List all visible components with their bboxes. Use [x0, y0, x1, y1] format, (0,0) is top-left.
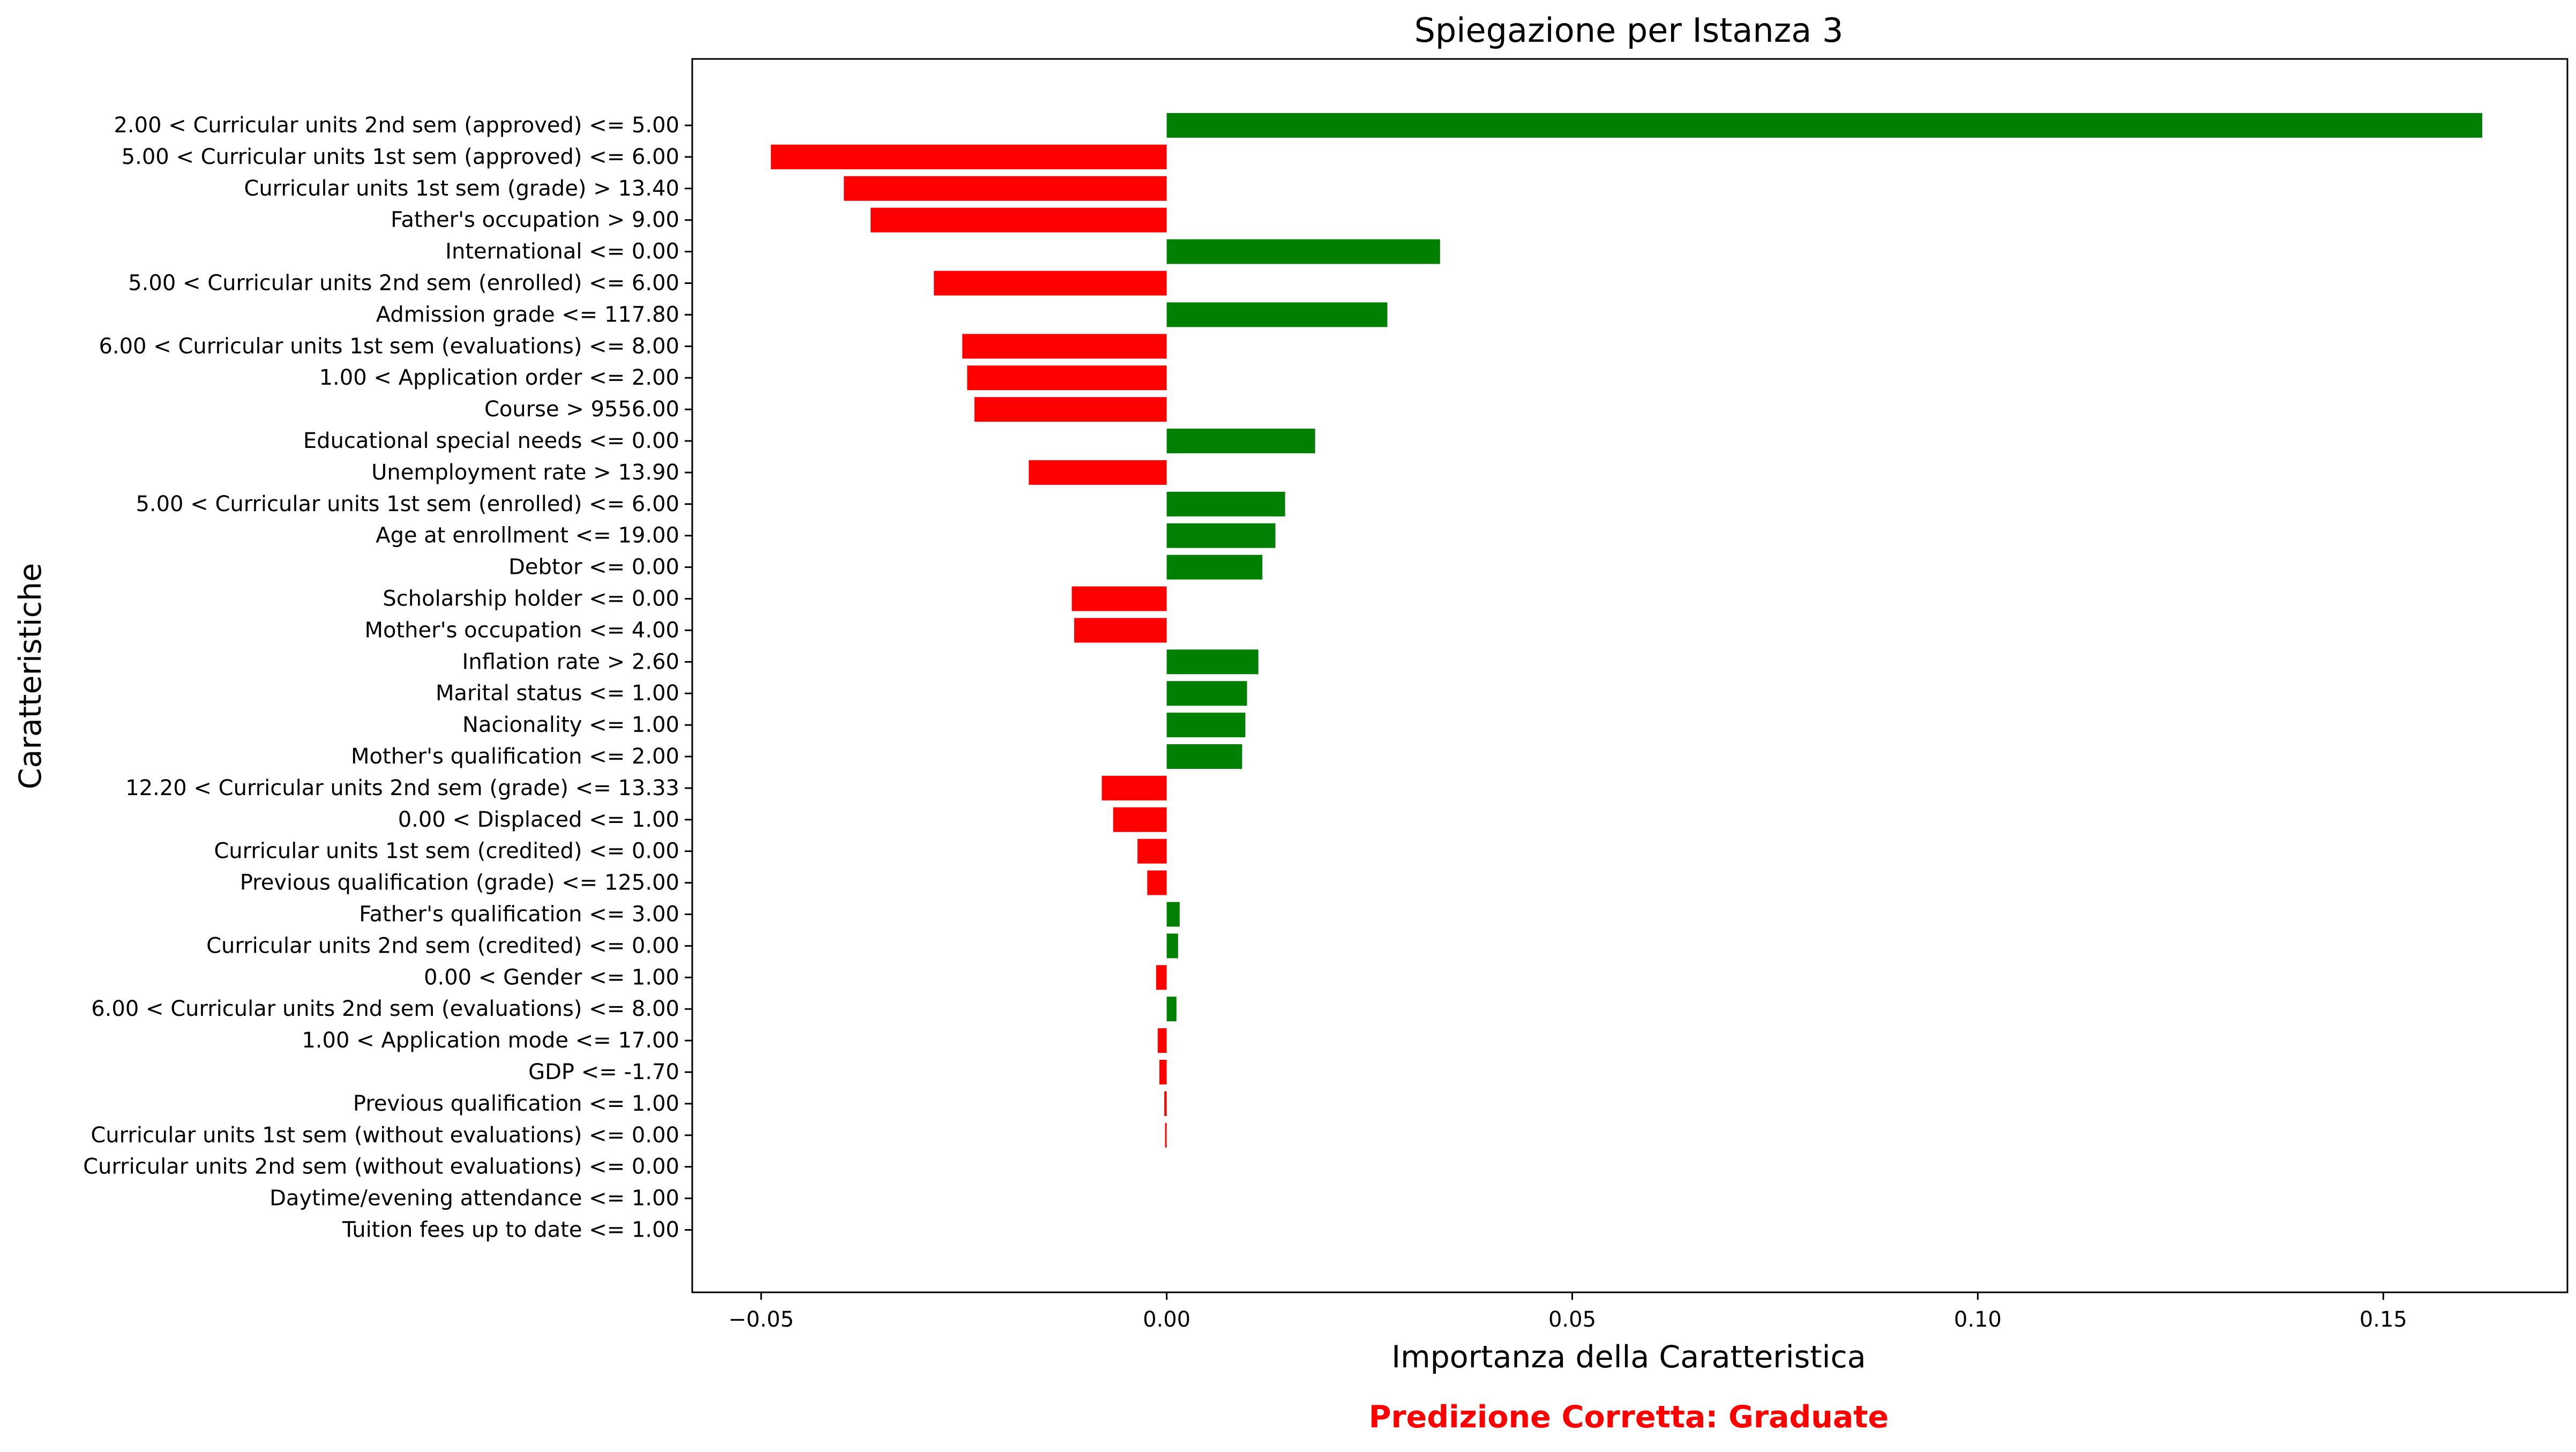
- y-tick-label: Unemployment rate > 13.90: [371, 460, 679, 485]
- bar: [1159, 1060, 1167, 1084]
- bar: [1166, 681, 1247, 706]
- bar: [871, 207, 1167, 233]
- bar: [1072, 586, 1167, 611]
- y-tick-label: 1.00 < Application order <= 2.00: [319, 365, 679, 390]
- y-tick-label: 6.00 < Curricular units 1st sem (evaluat…: [99, 334, 679, 358]
- y-tick-label: Educational special needs <= 0.00: [303, 429, 679, 453]
- y-tick-label: Previous qualification <= 1.00: [353, 1091, 679, 1116]
- bar: [1166, 113, 2482, 138]
- bar: [962, 334, 1167, 359]
- y-tick-label: Previous qualification (grade) <= 125.00: [240, 871, 679, 895]
- y-tick-label: Course > 9556.00: [484, 397, 679, 422]
- y-tick-label: 2.00 < Curricular units 2nd sem (approve…: [114, 113, 679, 138]
- bar: [934, 271, 1167, 296]
- x-tick-label: 0.00: [1143, 1307, 1190, 1332]
- y-tick-label: Curricular units 1st sem (credited) <= 0…: [214, 839, 679, 864]
- x-axis-ticks: −0.05 0.00 0.05 0.10 0.15: [728, 1292, 2407, 1332]
- y-tick-label: Father's occupation > 9.00: [391, 208, 679, 233]
- y-tick-label: Inflation rate > 2.60: [462, 649, 679, 674]
- y-tick-label: Curricular units 2nd sem (credited) <= 0…: [206, 933, 679, 958]
- y-tick-label: Mother's qualification <= 2.00: [351, 744, 679, 769]
- y-tick-label: 6.00 < Curricular units 2nd sem (evaluat…: [91, 997, 679, 1021]
- bar: [1147, 870, 1167, 895]
- bar: [1164, 1091, 1167, 1116]
- y-tick-label: Age at enrollment <= 19.00: [376, 523, 679, 548]
- bar: [1166, 302, 1388, 327]
- y-tick-label: 12.20 < Curricular units 2nd sem (grade)…: [125, 776, 679, 800]
- y-tick-label: Admission grade <= 117.80: [376, 302, 679, 327]
- y-tick-label: Curricular units 2nd sem (without evalua…: [83, 1155, 679, 1179]
- bar: [1113, 807, 1167, 832]
- bar: [1137, 839, 1167, 864]
- bar: [1157, 1028, 1167, 1053]
- bar: [770, 144, 1167, 169]
- bar: [1166, 491, 1285, 517]
- bar: [1166, 555, 1263, 580]
- plot-frame: [691, 58, 2568, 1293]
- y-tick-label: Father's qualification <= 3.00: [359, 902, 679, 927]
- y-tick-label: 1.00 < Application mode <= 17.00: [302, 1028, 679, 1053]
- bar: [1074, 618, 1167, 643]
- bar: [1166, 239, 1440, 264]
- chart-title: Spiegazione per Istanza 3: [1414, 11, 1844, 50]
- bar: [967, 365, 1167, 391]
- y-tick-label: 5.00 < Curricular units 1st sem (approve…: [122, 145, 679, 169]
- x-tick-label: 0.10: [1954, 1307, 2002, 1332]
- bar: [1166, 902, 1180, 927]
- y-tick-label: 5.00 < Curricular units 2nd sem (enrolle…: [128, 271, 679, 296]
- x-tick-label: 0.05: [1548, 1307, 1596, 1332]
- bar: [1166, 933, 1178, 959]
- bar: [1156, 965, 1167, 990]
- bar: [974, 397, 1167, 422]
- bar: [1166, 713, 1246, 738]
- prediction-footer: Predizione Corretta: Graduate: [1369, 1399, 1889, 1435]
- x-tick-label: 0.15: [2360, 1307, 2407, 1332]
- bar: [1166, 997, 1177, 1022]
- y-tick-labels: 2.00 < Curricular units 2nd sem (approve…: [83, 113, 692, 1243]
- y-tick-label: 0.00 < Gender <= 1.00: [424, 965, 679, 990]
- x-axis-label: Importanza della Caratteristica: [1391, 1339, 1866, 1375]
- bar: [1166, 523, 1276, 548]
- bar: [1166, 429, 1315, 453]
- y-tick-label: 5.00 < Curricular units 1st sem (enrolle…: [136, 492, 679, 517]
- bar: [1165, 1122, 1167, 1148]
- x-tick-label: −0.05: [728, 1307, 794, 1332]
- y-tick-label: Nacionality <= 1.00: [462, 713, 679, 737]
- bar: [1102, 775, 1167, 800]
- y-tick-label: Curricular units 1st sem (grade) > 13.40: [244, 176, 679, 201]
- y-axis-label: Caratteristiche: [13, 563, 48, 790]
- y-tick-label: International <= 0.00: [445, 239, 679, 264]
- y-tick-label: Debtor <= 0.00: [508, 555, 679, 580]
- y-tick-label: Marital status <= 1.00: [436, 681, 679, 706]
- y-tick-label: 0.00 < Displaced <= 1.00: [398, 807, 679, 832]
- bar: [1166, 649, 1259, 675]
- y-tick-label: Curricular units 1st sem (without evalua…: [91, 1123, 679, 1148]
- bar: [844, 176, 1167, 201]
- y-tick-label: GDP <= -1.70: [528, 1060, 679, 1084]
- bars-layer: [770, 113, 2482, 1148]
- y-tick-label: Scholarship holder <= 0.00: [383, 587, 679, 611]
- y-tick-label: Mother's occupation <= 4.00: [365, 618, 679, 642]
- bar: [1029, 460, 1167, 485]
- y-tick-label: Tuition fees up to date <= 1.00: [342, 1218, 679, 1243]
- y-tick-label: Daytime/evening attendance <= 1.00: [269, 1186, 679, 1211]
- bar: [1166, 744, 1242, 769]
